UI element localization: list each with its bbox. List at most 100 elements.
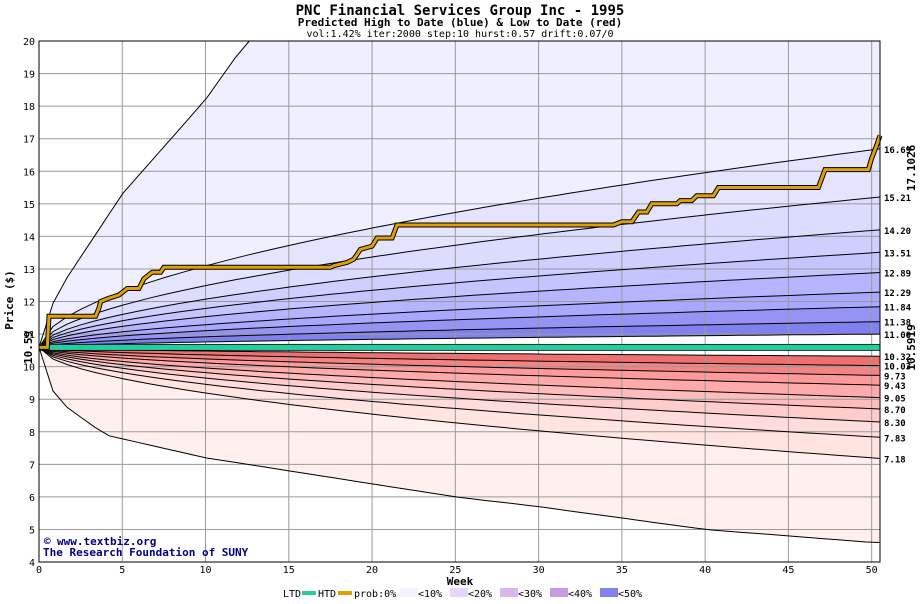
upper-percentile-line-5: [38, 291, 881, 348]
lower-end-label: 8.70: [884, 406, 906, 416]
htd-end-label: 17.1026: [905, 144, 918, 191]
upper-end-label: 12.29: [884, 289, 911, 299]
upper-end-label: 13.51: [884, 249, 911, 259]
chart-subtitle: Predicted High to Date (blue) & Low to D…: [298, 16, 623, 29]
x-axis-label: Week: [447, 575, 474, 588]
legend-item-label-4: <50%: [618, 589, 642, 600]
lower-end-label: 9.43: [884, 382, 906, 392]
y-tick-label: 19: [23, 70, 35, 81]
lower-percentile-line-5: [38, 346, 881, 410]
x-tick-label: 25: [449, 565, 461, 576]
y-tick-label: 17: [23, 135, 35, 146]
lower-percentile-line-3: [38, 346, 881, 386]
upper-band-6: [39, 292, 880, 348]
upper-percentile-line-3: [38, 251, 881, 348]
upper-percentile-line-2: [38, 229, 881, 348]
x-tick-label: 15: [283, 565, 295, 576]
legend-swatch-0: [400, 588, 418, 597]
y-tick-label: 12: [23, 298, 35, 309]
y-tick-label: 13: [23, 265, 35, 276]
upper-percentile-line-4: [38, 272, 881, 348]
lower-band-5: [39, 347, 880, 398]
lower-percentile-line-1: [38, 346, 881, 367]
y-tick-label: 7: [29, 460, 35, 471]
legend-ltd: LTD: [283, 589, 301, 600]
lower-band-4: [39, 347, 880, 409]
upper-band-2: [39, 197, 880, 348]
x-tick-label: 20: [366, 565, 378, 576]
legend-swatch-3: [550, 588, 568, 597]
legend-ltd-swatch: [302, 591, 316, 595]
upper-percentile-line-0: [38, 148, 881, 348]
legend-swatch-1: [450, 588, 468, 597]
plot-area: 0 5 10 15 20 25 30 35 40 45 5045678910111213141516…: [22, 37, 918, 576]
x-tick-label: 0: [36, 565, 42, 576]
y-tick-label: 15: [23, 200, 35, 211]
y-tick-label: 9: [29, 395, 35, 406]
lower-percentile-line-2: [38, 346, 881, 376]
legend-item-label-0: <10%: [418, 589, 442, 600]
y-tick-label: 11: [23, 330, 35, 341]
lower-end-label: 10.03: [884, 363, 911, 373]
legend-item-label-3: <40%: [568, 589, 592, 600]
chart-params: vol:1.42% iter:2000 step:10 hurst:0.57 d…: [306, 29, 613, 40]
legend-swatch-2: [500, 588, 518, 597]
lower-end-label: 7.18: [884, 455, 906, 465]
lower-percentile-line-7: [38, 346, 881, 438]
start-price-label: 10.59: [22, 331, 35, 364]
upper-end-label: 14.20: [884, 227, 911, 237]
y-tick-label: 14: [23, 232, 35, 243]
y-tick-label: 8: [29, 428, 35, 439]
upper-percentile-line-6: [38, 306, 881, 348]
credits: © www.textbiz.org The Research Foundatio…: [43, 535, 249, 559]
upper-percentile-line-1: [38, 196, 881, 348]
lower-band-0: [39, 347, 880, 543]
credit-org: The Research Foundation of SUNY: [43, 546, 249, 559]
upper-end-label: 16.69: [884, 146, 911, 156]
lower-band-3: [39, 347, 880, 422]
upper-band-1: [39, 148, 880, 348]
upper-percentile-line-8: [38, 333, 881, 348]
upper-end-label: 12.89: [884, 270, 911, 280]
lower-band-1: [39, 347, 880, 459]
x-tick-label: 30: [533, 565, 545, 576]
legend: LTD HTD prob:0% <10% <20% <30% <40% <50%: [283, 588, 642, 600]
y-axis-label: Price ($): [3, 270, 16, 330]
htd-line: [39, 134, 882, 349]
lower-end-label: 8.30: [884, 419, 906, 429]
lower-end-label: 10.32: [884, 353, 911, 363]
y-tick-label: 5: [29, 525, 35, 536]
legend-item-label-2: <30%: [518, 589, 542, 600]
legend-prob: prob:0%: [354, 589, 396, 600]
lower-percentile-line-6: [38, 346, 881, 423]
credit-site: www.textbiz.org: [57, 535, 156, 548]
lower-band-7: [39, 347, 880, 376]
credit-copyright: ©: [44, 535, 51, 548]
legend-htd: HTD: [318, 589, 336, 600]
upper-end-label: 11.38: [884, 319, 911, 329]
upper-end-label: 15.21: [884, 194, 911, 204]
lower-envelope-line: [38, 347, 881, 543]
x-tick-label: 45: [782, 565, 794, 576]
x-tick-label: 50: [866, 565, 878, 576]
y-tick-label: 6: [29, 493, 35, 504]
x-tick-label: 10: [200, 565, 212, 576]
lower-percentile-line-4: [38, 346, 881, 399]
legend-swatch-4: [600, 588, 618, 597]
upper-percentile-line-7: [38, 321, 881, 348]
upper-band-3: [39, 229, 880, 348]
ltd-end-label: 10.5919: [905, 324, 918, 370]
x-tick-label: 40: [699, 565, 711, 576]
lower-end-label: 9.73: [884, 372, 906, 382]
x-tick-label: 35: [616, 565, 628, 576]
lower-band-6: [39, 347, 880, 386]
y-tick-label: 16: [23, 167, 35, 178]
y-tick-label: 4: [29, 558, 35, 569]
plot-border: [38, 40, 881, 563]
lower-end-label: 9.05: [884, 395, 906, 405]
upper-band-0: [39, 41, 880, 348]
legend-item-label-1: <20%: [468, 589, 492, 600]
lower-end-label: 7.83: [884, 434, 906, 444]
